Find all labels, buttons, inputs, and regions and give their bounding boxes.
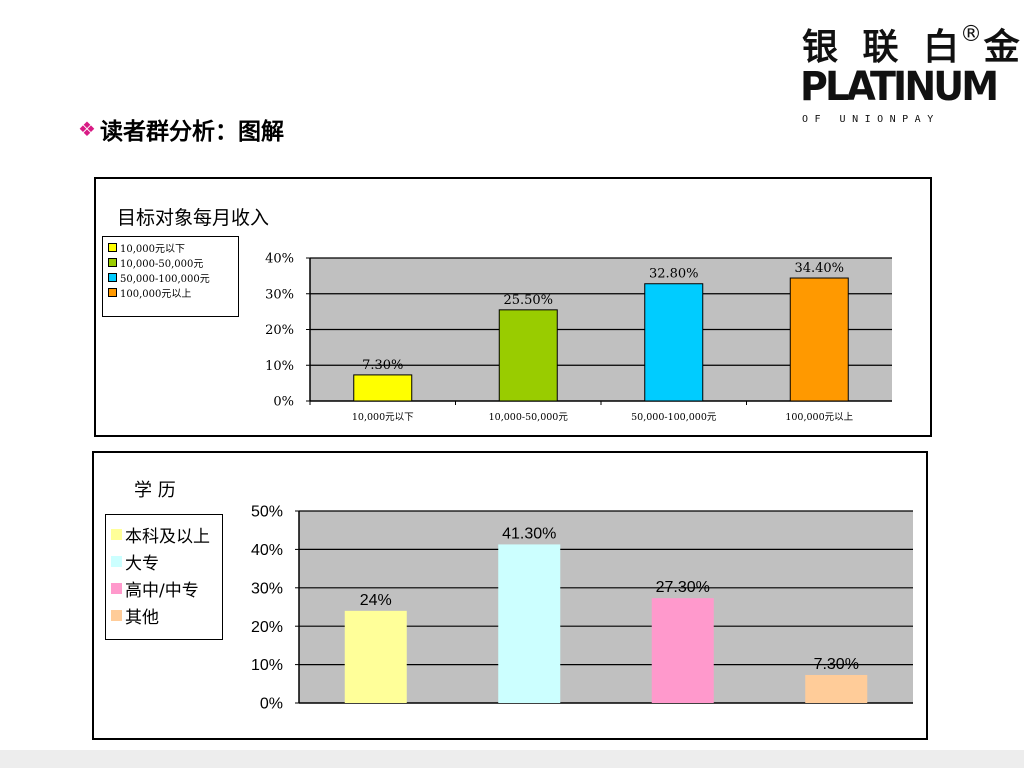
- bar: [353, 374, 413, 402]
- chart-title: 学 历: [134, 480, 176, 501]
- y-tick-label: 30%: [265, 287, 294, 302]
- y-tick-label: 40%: [251, 542, 283, 559]
- legend-item: 100,000元以上: [108, 285, 238, 300]
- legend-swatch: [111, 556, 122, 567]
- y-tick-label: 10%: [251, 657, 283, 674]
- x-tick-label: 10,000-50,000元: [489, 412, 569, 423]
- bar: [789, 277, 849, 402]
- data-label: 7.30%: [362, 358, 403, 373]
- legend-label: 大专: [125, 554, 159, 574]
- chart-legend: 10,000元以下 10,000-50,000元 50,000-100,000元 10…: [102, 236, 239, 317]
- registered-mark: ®: [960, 22, 982, 47]
- y-tick-label: 50%: [251, 504, 283, 521]
- footer-bar: [0, 750, 1024, 768]
- legend-swatch: [111, 610, 122, 621]
- legend-swatch: [108, 273, 117, 282]
- legend-label: 10,000-50,000元: [120, 259, 204, 270]
- data-label: 34.40%: [794, 261, 844, 276]
- logo-subtitle: OF UNIONPAY: [802, 114, 940, 125]
- education-bar-chart: 0% 10% 20% 30% 40% 50% 24% 41.30% 27.30% 7.30%: [251, 504, 913, 713]
- legend-swatch: [108, 243, 117, 252]
- y-tick-label: 40%: [265, 252, 294, 267]
- legend-label: 其他: [125, 608, 159, 628]
- income-bar-chart: 0% 10% 20% 30% 40% 7.30% 10,000元以下 25.50% 10,000…: [265, 252, 892, 423]
- legend-swatch: [111, 529, 122, 540]
- income-chart-panel: 目标对象每月收入 10,000元以下 10,000-50,000元 50,000-1…: [94, 177, 932, 437]
- logo-chinese-text: 银 联 白 金: [802, 27, 1024, 68]
- legend-swatch: [111, 583, 122, 594]
- chart-legend: 本科及以上大专高中/中专其他: [105, 514, 223, 640]
- bar: [644, 283, 704, 402]
- slide-heading: ❖ 读者群分析：图解: [78, 112, 284, 146]
- y-tick-label: 0%: [260, 696, 283, 713]
- legend-item: 本科及以上: [111, 521, 222, 548]
- data-label: 32.80%: [649, 267, 699, 282]
- legend-item: 其他: [111, 602, 222, 629]
- y-tick-label: 10%: [265, 359, 294, 374]
- chart-title: 目标对象每月收入: [117, 207, 270, 229]
- bar: [498, 544, 561, 703]
- data-label: 41.30%: [502, 525, 556, 542]
- bar: [651, 598, 714, 703]
- data-label: 27.30%: [656, 579, 710, 596]
- y-tick-label: 30%: [251, 580, 283, 597]
- bar: [805, 674, 868, 703]
- legend-label: 100,000元以上: [120, 289, 192, 300]
- y-tick-label: 0%: [273, 395, 294, 410]
- legend-label: 10,000元以下: [120, 244, 185, 255]
- x-tick-label: 10,000元以下: [352, 412, 414, 423]
- legend-label: 本科及以上: [125, 527, 210, 547]
- bar: [498, 309, 558, 402]
- unionpay-platinum-logo: 银 联 白 金 ® PLATINUM OF UNIONPAY: [800, 22, 1020, 125]
- legend-swatch: [108, 288, 117, 297]
- legend-item: 50,000-100,000元: [108, 270, 238, 285]
- logo-platinum-text: PLATINUM: [800, 64, 999, 110]
- legend-swatch: [108, 258, 117, 267]
- page-title: 读者群分析：图解: [99, 119, 284, 145]
- legend-item: 10,000元以下: [108, 240, 238, 255]
- legend-item: 大专: [111, 548, 222, 575]
- data-label: 25.50%: [503, 293, 553, 308]
- bar: [344, 610, 407, 703]
- legend-item: 高中/中专: [111, 575, 222, 602]
- diamond-bullet-icon: ❖: [78, 117, 96, 141]
- education-chart-panel: 学 历 本科及以上大专高中/中专其他 0% 10% 20% 30% 40% 50% 24% 4…: [92, 451, 928, 740]
- data-label: 24%: [360, 592, 392, 609]
- x-tick-label: 100,000元以上: [785, 412, 853, 423]
- legend-label: 50,000-100,000元: [120, 274, 210, 285]
- x-tick-label: 50,000-100,000元: [631, 412, 717, 423]
- legend-item: 10,000-50,000元: [108, 255, 238, 270]
- data-label: 7.30%: [814, 656, 859, 673]
- y-tick-label: 20%: [265, 323, 294, 338]
- legend-label: 高中/中专: [125, 581, 199, 601]
- y-tick-label: 20%: [251, 619, 283, 636]
